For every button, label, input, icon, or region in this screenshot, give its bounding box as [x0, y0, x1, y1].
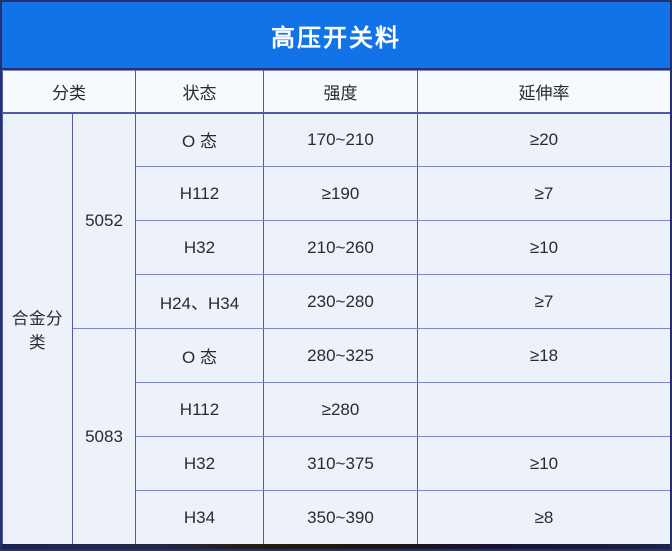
alloy-cell-5083: 5083 [72, 328, 136, 545]
state-cell: H32 [135, 436, 264, 491]
strength-cell: 310~375 [263, 436, 418, 491]
elongation-cell: ≥7 [417, 274, 670, 329]
table-row: H112 ≥190 ≥7 [3, 166, 670, 221]
column-header-strength: 强度 [263, 70, 418, 114]
column-header-state: 状态 [135, 70, 264, 114]
state-cell: H112 [135, 382, 264, 437]
state-cell: O 态 [135, 112, 264, 167]
header-row: 分类 状态 强度 延伸率 [2, 70, 670, 114]
category-cell: 合金分类 [2, 112, 73, 545]
alloy-spec-table: 分类 状态 强度 延伸率 合金分类 5052 O 态 170~210 ≥20 H… [2, 70, 670, 545]
table-row: H34 350~390 ≥8 [3, 490, 670, 545]
elongation-cell: ≥18 [417, 328, 670, 383]
column-header-category: 分类 [2, 70, 136, 114]
column-header-elongation: 延伸率 [417, 70, 670, 114]
table-row: H24、H34 230~280 ≥7 [3, 274, 670, 329]
elongation-cell: ≥10 [417, 220, 670, 275]
photo-bottom-edge [2, 544, 670, 549]
table-row: 5083 O 态 280~325 ≥18 [3, 328, 670, 545]
strength-cell: ≥280 [263, 382, 418, 437]
elongation-cell: ≥8 [417, 490, 670, 545]
strength-cell: 280~325 [263, 328, 418, 383]
table-row: H32 210~260 ≥10 [3, 220, 670, 275]
elongation-cell [417, 382, 670, 437]
strength-cell: 230~280 [263, 274, 418, 329]
strength-cell: 350~390 [263, 490, 418, 545]
state-cell: H24、H34 [135, 274, 264, 329]
elongation-cell: ≥7 [417, 166, 670, 221]
alloy-cell-5052: 5052 [72, 112, 136, 329]
table-title: 高压开关料 [271, 24, 401, 52]
elongation-cell: ≥20 [417, 112, 670, 167]
state-cell: H32 [135, 220, 264, 275]
state-cell: H112 [135, 166, 264, 221]
table-title-bar: 高压开关料 [2, 2, 670, 70]
strength-cell: 170~210 [263, 112, 418, 167]
state-cell: H34 [135, 490, 264, 545]
table-row: H112 ≥280 [3, 382, 670, 437]
strength-cell: ≥190 [263, 166, 418, 221]
table-row: 合金分类 5052 O 态 170~210 ≥20 [2, 112, 670, 545]
strength-cell: 210~260 [263, 220, 418, 275]
elongation-cell: ≥10 [417, 436, 670, 491]
state-cell: O 态 [135, 328, 264, 383]
